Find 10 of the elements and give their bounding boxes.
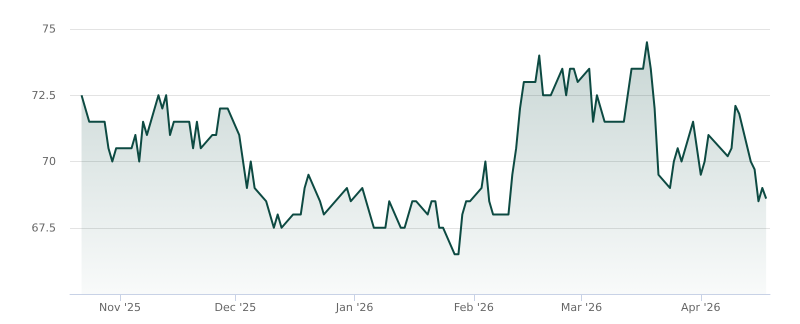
- x-tick-label: Jan '26: [334, 301, 374, 314]
- x-tick-label: Mar '26: [560, 301, 602, 314]
- y-tick-label: 75: [42, 22, 56, 36]
- y-tick-label: 70: [42, 155, 56, 168]
- y-tick-label: 72.5: [32, 88, 56, 102]
- x-tick-label: Dec '25: [214, 301, 256, 314]
- y-tick-label: 67.5: [32, 221, 56, 234]
- x-tick-label: Nov '25: [99, 301, 141, 314]
- x-tick-label: Feb '26: [454, 301, 494, 314]
- x-tick-label: Apr '26: [680, 301, 721, 314]
